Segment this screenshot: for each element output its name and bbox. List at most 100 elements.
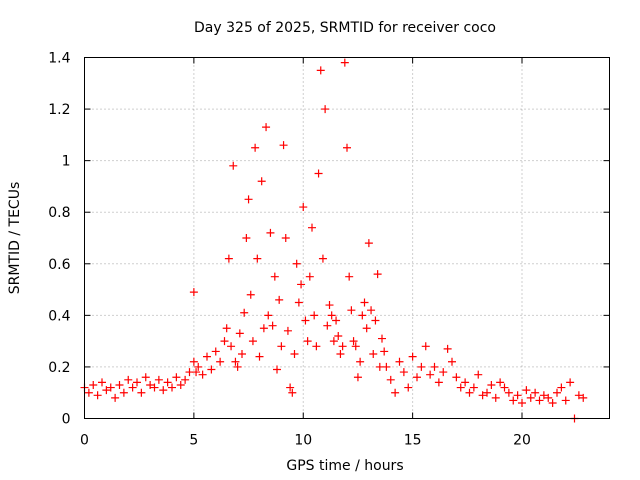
data-point (509, 396, 518, 405)
data-point (318, 254, 327, 263)
data-point (273, 365, 281, 374)
data-point (231, 357, 240, 366)
x-tick-labels: 0 5 10 15 20 (80, 433, 531, 449)
data-point (312, 342, 321, 351)
data-point (259, 324, 268, 333)
x-tick-label: 5 (189, 433, 198, 449)
data-point (487, 380, 496, 389)
data-point (535, 396, 544, 405)
x-tick-label: 20 (513, 433, 531, 449)
data-point (240, 308, 249, 317)
data-point (500, 383, 509, 392)
data-point (207, 365, 216, 374)
data-point (176, 380, 185, 389)
data-point (353, 373, 362, 382)
data-point (513, 391, 522, 400)
data-point (351, 342, 360, 351)
y-tick-label: 0.8 (48, 205, 70, 221)
data-point (574, 391, 583, 400)
data-point (579, 393, 588, 402)
data-point (303, 337, 312, 346)
data-point (369, 350, 378, 359)
data-point (102, 386, 111, 395)
data-point (349, 337, 358, 346)
data-point (386, 375, 395, 384)
data-point (465, 388, 474, 397)
data-point (531, 388, 540, 397)
data-point (371, 316, 380, 325)
y-axis-label: SRMTID / TECUs (7, 182, 23, 295)
data-point (189, 288, 198, 297)
data-point (266, 228, 275, 237)
data-point (358, 311, 367, 320)
data-point (244, 195, 253, 204)
data-point (222, 324, 231, 333)
data-point (111, 393, 120, 402)
data-point (362, 324, 371, 333)
data-point (235, 329, 244, 338)
data-point (325, 301, 334, 310)
data-point (98, 378, 106, 387)
data-point (443, 344, 452, 353)
data-point (227, 342, 236, 351)
data-point (233, 362, 242, 371)
data-point (279, 141, 288, 150)
axis-ticks (84, 57, 610, 419)
data-point (343, 143, 351, 152)
y-tick-label: 1.4 (48, 51, 70, 67)
data-point (146, 380, 155, 389)
x-axis-label: GPS time / hours (286, 458, 403, 474)
data-point (557, 383, 566, 392)
y-tick-label: 1.2 (48, 102, 70, 118)
data-point (332, 316, 341, 325)
y-tick-label: 0.2 (48, 360, 70, 376)
data-point (119, 388, 128, 397)
x-tick-label: 15 (404, 433, 422, 449)
data-point (220, 337, 229, 346)
data-point (367, 306, 376, 315)
data-points (80, 58, 588, 423)
x-tick-label: 0 (80, 433, 89, 449)
data-point (248, 337, 257, 346)
data-point (163, 378, 172, 387)
data-point (399, 368, 408, 377)
data-point (106, 383, 115, 392)
y-tick-labels: 0 0.2 0.4 0.6 0.8 1 1.2 1.4 (48, 51, 70, 428)
data-point (338, 342, 347, 351)
data-point (264, 311, 273, 320)
data-point (305, 272, 314, 281)
data-point (159, 386, 168, 395)
data-point (229, 161, 238, 170)
data-point (242, 234, 251, 242)
data-point (154, 375, 163, 384)
data-point (297, 280, 306, 289)
data-point (189, 357, 198, 366)
chart-title: Day 325 of 2025, SRMTID for receiver coc… (194, 20, 496, 36)
data-point (281, 234, 290, 242)
data-point (124, 375, 133, 384)
data-point (288, 388, 297, 397)
data-point (141, 373, 150, 382)
data-point (172, 373, 181, 382)
data-point (310, 311, 319, 320)
data-point (277, 342, 286, 351)
data-point (345, 272, 354, 281)
data-point (518, 399, 526, 408)
data-point (334, 331, 343, 340)
data-point (478, 391, 487, 400)
data-point (294, 298, 303, 307)
data-point (395, 357, 404, 366)
data-point (491, 393, 500, 402)
data-point (216, 357, 225, 366)
data-point (192, 368, 201, 377)
y-tick-label: 0.6 (48, 257, 70, 273)
data-point (316, 66, 325, 75)
data-point (255, 352, 264, 361)
y-tick-label: 1 (62, 154, 71, 170)
data-point (382, 362, 391, 371)
data-point (89, 380, 98, 389)
data-point (430, 362, 439, 371)
data-point (413, 373, 421, 382)
data-point (238, 350, 246, 359)
